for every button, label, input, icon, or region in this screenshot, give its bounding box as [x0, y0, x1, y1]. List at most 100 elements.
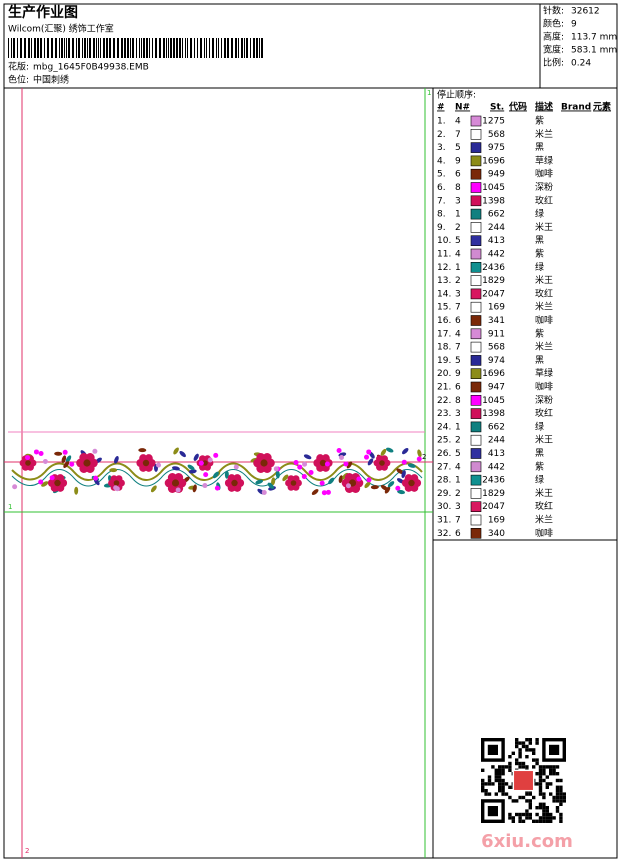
- stat-value: 113.7 mm: [571, 33, 617, 43]
- qr-module: [504, 782, 509, 786]
- qr-module: [538, 785, 543, 789]
- stitch-code: 568: [488, 343, 505, 353]
- barcode-bar: [64, 38, 65, 58]
- color-swatch: [470, 315, 482, 326]
- row-number: 25.: [437, 436, 451, 446]
- barcode-bar: [76, 38, 77, 58]
- qr-module: [501, 789, 505, 793]
- description: 深粉: [535, 394, 553, 406]
- qr-module: [532, 795, 536, 800]
- qr-module: [559, 795, 563, 800]
- qr-module: [525, 748, 529, 752]
- description: 紫: [535, 249, 544, 260]
- leaf: [267, 482, 275, 489]
- barcode-bar: [253, 38, 255, 58]
- row-number: 16.: [437, 316, 451, 326]
- barcode-bar: [82, 38, 83, 58]
- stitch-code: 341: [488, 316, 505, 326]
- row-number: 22.: [437, 396, 451, 406]
- leaf: [370, 485, 379, 490]
- barcode-bar: [124, 38, 126, 58]
- needle: 8: [455, 183, 461, 193]
- barcode-bar: [34, 38, 36, 58]
- small-flower: [364, 454, 370, 460]
- description: 米王: [535, 487, 553, 499]
- leaf: [367, 458, 374, 466]
- leaf: [114, 456, 119, 464]
- qr-module: [525, 738, 529, 742]
- description: 绿: [535, 261, 544, 273]
- description: 玫红: [535, 407, 553, 419]
- qr-module: [498, 778, 502, 783]
- stitch-code: 1829: [482, 276, 505, 286]
- qr-module: [545, 775, 549, 779]
- barcode-bar: [100, 38, 101, 58]
- leaf: [282, 474, 289, 482]
- small-flower: [25, 455, 31, 461]
- qr-module: [498, 789, 502, 793]
- qr-module: [494, 768, 498, 772]
- qr-module: [538, 772, 543, 776]
- color-swatch: [470, 222, 482, 233]
- barcode-bar: [96, 38, 97, 58]
- barcode-bar: [259, 38, 260, 58]
- guide-label: 1: [8, 503, 12, 511]
- stat-label: 针数:: [543, 5, 564, 17]
- description: 绿: [535, 474, 544, 486]
- needle: 6: [455, 316, 461, 326]
- stitch-code: 413: [488, 236, 505, 246]
- leaf: [401, 470, 406, 478]
- color-swatch: [470, 208, 482, 220]
- qr-module: [542, 812, 546, 817]
- barcode-bar: [61, 38, 63, 58]
- qr-module: [494, 792, 498, 796]
- color-swatch: [470, 142, 482, 153]
- qr-module: [521, 819, 526, 823]
- needle: 9: [455, 156, 461, 166]
- color-swatch: [470, 448, 482, 459]
- qr-module: [525, 799, 529, 803]
- qr-module: [538, 802, 543, 806]
- description: 玫红: [535, 287, 553, 299]
- qr-seal: [512, 769, 535, 792]
- qr-module: [511, 819, 515, 823]
- color-swatch: [470, 288, 482, 300]
- barcode-bar: [55, 38, 57, 58]
- qr-module: [535, 806, 539, 810]
- leaf: [346, 461, 353, 469]
- qr-module: [511, 816, 515, 820]
- color-swatch: [470, 235, 482, 246]
- barcode-bar: [89, 38, 91, 58]
- qr-module: [562, 795, 566, 800]
- qr-module: [508, 795, 512, 800]
- qr-module: [549, 768, 553, 772]
- qr-module: [528, 816, 532, 820]
- small-flower: [198, 460, 204, 466]
- small-flower: [325, 489, 331, 495]
- needle: 4: [455, 250, 461, 260]
- qr-module: [518, 751, 522, 755]
- row-number: 24.: [437, 422, 451, 432]
- leaf: [74, 486, 79, 495]
- barcode-bar: [197, 38, 198, 58]
- needle: 1: [455, 210, 461, 220]
- qr-module: [525, 792, 529, 796]
- qr-module: [481, 778, 485, 783]
- leaf: [338, 475, 343, 484]
- small-flower: [93, 475, 99, 481]
- barcode-bar: [78, 38, 80, 58]
- row-number: 9.: [437, 223, 446, 233]
- leaf: [188, 469, 197, 474]
- qr-module: [528, 738, 532, 742]
- qr-module: [562, 792, 566, 796]
- needle: 4: [455, 117, 461, 127]
- qr-module: [542, 768, 546, 772]
- small-flower: [92, 448, 98, 454]
- qr-module: [535, 761, 539, 766]
- barcode-bar: [194, 38, 195, 58]
- qr-module: [501, 778, 505, 783]
- barcode-bar: [244, 38, 245, 58]
- barcode-bar: [24, 38, 26, 58]
- needle: 3: [455, 289, 461, 299]
- row-number: 8.: [437, 210, 446, 220]
